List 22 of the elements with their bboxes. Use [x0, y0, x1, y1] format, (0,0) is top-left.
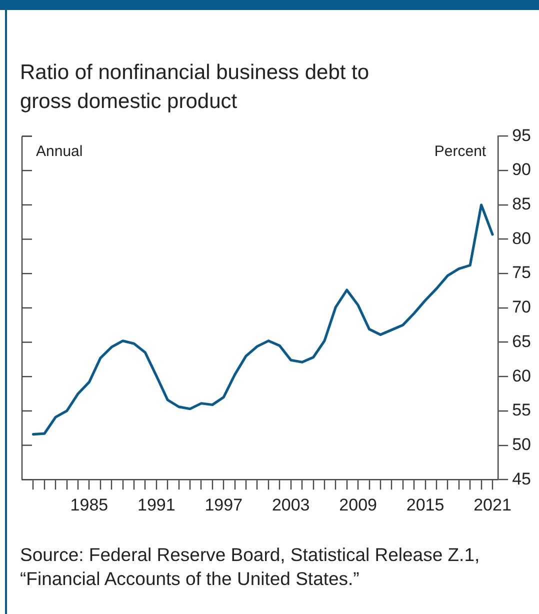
annotation: Percent: [434, 142, 487, 160]
y-tick-label: 85: [512, 194, 532, 214]
y-tick-label: 55: [512, 400, 532, 420]
y-tick-label: 45: [512, 469, 532, 488]
y-tick-label: 50: [512, 434, 532, 454]
y-tick-label: 95: [512, 126, 532, 145]
y-tick-label: 90: [512, 160, 532, 180]
x-tick-label: 1997: [204, 495, 243, 514]
source-note: Source: Federal Reserve Board, Statistical Release Z.1, “Financial Accounts of the United States.”: [20, 543, 481, 591]
x-tick-label: 2003: [272, 495, 310, 514]
y-tick-label: 65: [512, 332, 532, 351]
chart-title: Ratio of nonfinancial business debt to gross domestic product: [20, 60, 370, 115]
y-tick-label: 75: [512, 263, 532, 282]
x-tick-label: 1985: [70, 495, 108, 514]
y-tick-label: 70: [512, 298, 532, 317]
y-tick-label: 80: [512, 228, 532, 248]
x-tick-label: 1991: [138, 495, 176, 514]
x-tick-label: 2009: [339, 495, 377, 514]
annotation: Annual: [36, 142, 83, 160]
x-tick-label: 2015: [406, 495, 444, 514]
y-tick-label: 60: [512, 366, 532, 386]
x-tick-label: 2021: [474, 495, 512, 514]
